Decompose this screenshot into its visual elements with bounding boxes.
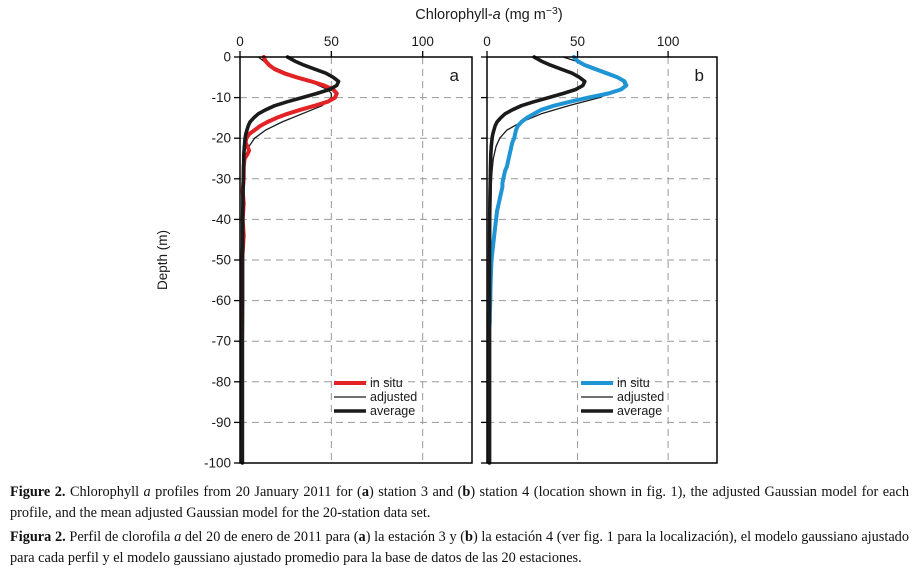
caption-segment: a	[143, 484, 151, 500]
y-tick-label: -100	[204, 456, 231, 471]
chart-title-segment: Chlorophyll-	[415, 7, 493, 23]
legend-label-adjusted: adjusted	[370, 390, 417, 404]
series-average-panel-b	[487, 55, 587, 465]
caption-segment: Chlorophyll	[65, 484, 144, 500]
chlorophyll-depth-profiles-figure: Chlorophyll-a (mg m−3) Depth (m) 0 50 100 0 -1…	[155, 5, 718, 471]
caption-segment: b	[462, 484, 471, 500]
caption-segment: Perfil de clorofila	[65, 529, 175, 546]
caption-segment: b	[465, 529, 473, 546]
caption-spanish: Figura 2. Perfil de clorofila a del 20 d…	[10, 527, 909, 568]
y-tick-label: -50	[211, 253, 231, 268]
y-tick-label: -60	[211, 293, 231, 308]
chart-title-segment: −3	[546, 5, 558, 17]
x-tick-label: 100	[657, 34, 680, 49]
y-tick-label: -80	[211, 374, 231, 389]
caption-segment: ) la estación 3 y (	[365, 529, 466, 546]
series-in-situ-panel-b	[487, 55, 629, 327]
x-tick-label: 0	[236, 34, 244, 49]
caption-segment: ) la estación 4 (ver fig. 1 para la loca…	[10, 529, 909, 567]
chart-title-segment: a	[493, 7, 501, 23]
x-tick-label: 0	[483, 34, 491, 49]
chart-title-segment: )	[558, 7, 563, 23]
y-tick-label: -90	[211, 415, 231, 430]
caption-segment: a	[361, 484, 369, 500]
caption-segment: del 20 de enero de 2011 para (	[181, 529, 359, 546]
y-tick-label: -20	[211, 131, 231, 146]
caption-segment: ) station 4 (location shown in fig. 1), …	[10, 484, 909, 521]
x-tick-label: 100	[411, 34, 434, 49]
panel-letter-b: b	[695, 66, 704, 85]
series-average-panel-a	[240, 55, 341, 465]
y-tick-label: -70	[211, 334, 231, 349]
legend-label-in-situ: in situ	[370, 376, 403, 390]
caption-english: Figure 2. Chlorophyll a profiles from 20…	[10, 482, 909, 523]
chart-title-segment: (mg m	[501, 7, 546, 23]
y-tick-label: 0	[223, 50, 231, 65]
legend-label-average: average	[370, 404, 415, 418]
y-tick-label: -30	[211, 171, 231, 186]
legend-label-average: average	[617, 404, 662, 418]
y-tick-label: -10	[211, 90, 231, 105]
y-axis-label: Depth (m)	[155, 230, 170, 290]
panel-letter-a: a	[450, 66, 460, 85]
caption-segment: a	[358, 529, 366, 546]
x-tick-label: 50	[570, 34, 585, 49]
chart-title: Chlorophyll-a (mg m−3)	[415, 5, 562, 23]
caption-segment: profiles from 20 January 2011 for (	[150, 484, 362, 500]
caption-segment: a	[174, 529, 182, 546]
caption-segment: Figura 2.	[10, 529, 66, 546]
caption-segment: Figure 2.	[10, 484, 66, 500]
series-adjusted-panel-b	[489, 56, 626, 464]
legend-label-adjusted: adjusted	[617, 390, 664, 404]
x-tick-label: 50	[324, 34, 339, 49]
figure-caption-block: Figure 2. Chlorophyll a profiles from 20…	[10, 482, 909, 573]
legend-label-in-situ: in situ	[617, 376, 650, 390]
caption-segment: ) station 3 and (	[368, 484, 463, 500]
y-tick-label: -40	[211, 212, 231, 227]
